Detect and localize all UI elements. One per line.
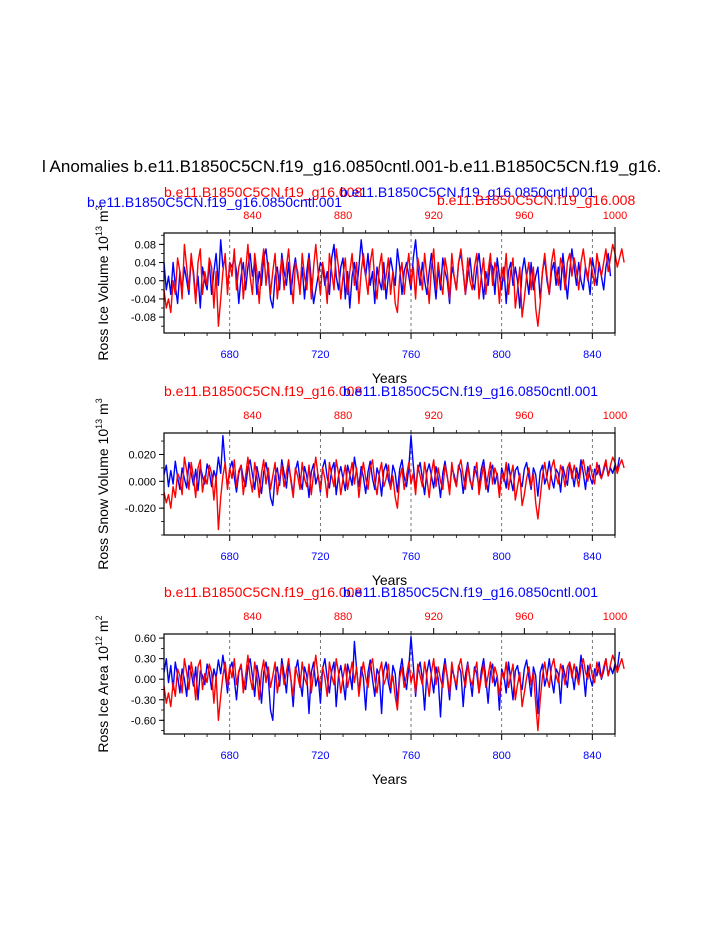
chart-panel-1: 0.08 0.04 0.00 -0.04 -0.08 680 720 760 800 840 840… [87,184,635,386]
x-bottom-tick-label: 840 [583,551,601,563]
y-label-unit-exponent: 3 [94,398,104,403]
header-red-label: b.e11.B1850C5CN.f19_g16.008 [164,383,362,399]
x-bottom-tick-label: 760 [402,551,420,563]
header-blue-label: b.e11.B1850C5CN.f19_g16.0850cntl.001 [343,383,598,399]
y-label-text: Ross Ice Volume 10 [95,236,111,361]
y-label-text: Ross Snow Volume 10 [95,429,111,570]
y-axis-label: Ross Ice Area 1012 m2 [94,615,111,752]
x-top-tick-label: 1000 [603,611,627,623]
y-label-unit-exponent: 3 [94,205,104,210]
x-bottom-tick-label: 680 [221,551,239,563]
x-top-tick-label: 960 [515,210,533,222]
y-label-unit: m [95,620,111,636]
y-label-exponent: 12 [94,636,104,646]
x-top-tick-label: 1000 [603,210,627,222]
header-red-label-b: b.e11.B1850C5CN.f19_g16.008 [437,192,635,208]
x-bottom-tick-label: 720 [311,551,329,563]
y-label-unit-exponent: 2 [94,615,104,620]
series-line-red [163,456,625,531]
series-line-blue [163,239,612,309]
y-tick-label: -0.04 [131,294,156,306]
header-red-label: b.e11.B1850C5CN.f19_g16.008 [164,184,362,200]
header-blue-label-b: b.e11.B1850C5CN.f19_g16.0850cntl.001 [87,194,342,210]
y-tick-label: -0.30 [131,695,156,707]
x-top-tick-label: 1000 [603,410,627,422]
series-line-red [163,243,625,327]
header-blue-label: b.e11.B1850C5CN.f19_g16.0850cntl.001 [343,584,598,600]
x-top-tick-label: 920 [425,410,443,422]
x-axis-label: Years [372,370,407,386]
x-axis-label: Years [372,572,407,588]
x-bottom-tick-label: 760 [402,349,420,361]
y-axis-label: Ross Ice Volume 1013 m3 [94,205,111,360]
x-top-tick-label: 960 [515,410,533,422]
header-blue-label: b.e11.B1850C5CN.f19_g16.0850cntl.001 [340,184,595,200]
y-label-unit: m [95,403,111,419]
panels: 0.08 0.04 0.00 -0.04 -0.08 680 720 760 800 840 840… [87,184,635,787]
main-title: l Anomalies b.e11.B1850C5CN.f19_g16.0850… [42,157,661,176]
x-bottom-tick-label: 800 [493,349,511,361]
x-top-tick-label: 920 [425,611,443,623]
y-tick-label: -0.020 [125,503,156,515]
x-top-tick-label: 880 [334,410,352,422]
y-tick-label: -0.08 [131,312,156,324]
x-top-tick-label: 880 [334,611,352,623]
x-top-tick-label: 960 [515,611,533,623]
y-tick-label: 0.00 [135,674,156,686]
y-tick-label: 0.30 [135,654,156,666]
x-axis-label: Years [372,771,407,787]
x-bottom-tick-label: 680 [221,349,239,361]
y-label-exponent: 13 [94,419,104,429]
x-bottom-tick-label: 840 [583,349,601,361]
y-label-exponent: 13 [94,226,104,236]
y-tick-label: 0.000 [128,476,156,488]
x-bottom-tick-label: 800 [493,551,511,563]
y-tick-label: 0.00 [135,276,156,288]
x-bottom-tick-label: 760 [402,750,420,762]
y-label-unit: m [95,210,111,226]
x-bottom-tick-label: 800 [493,750,511,762]
header-red-label: b.e11.B1850C5CN.f19_g16.008 [164,584,362,600]
y-tick-label: -0.60 [131,715,156,727]
y-label-text: Ross Ice Area 10 [95,646,111,753]
x-top-tick-label: 840 [243,210,261,222]
y-tick-label: 0.04 [135,258,156,270]
chart-panel-2: 0.020 0.000 -0.020 680 720 760 800 840 840 880 920… [94,383,627,588]
x-bottom-tick-label: 720 [311,349,329,361]
plot-frame [163,432,616,536]
x-top-tick-label: 880 [334,210,352,222]
series-line-red [163,654,625,732]
x-bottom-tick-label: 840 [583,750,601,762]
plot-frame [163,232,616,334]
y-tick-label: 0.020 [128,449,156,461]
y-axis-label: Ross Snow Volume 1013 m3 [94,398,111,569]
x-bottom-tick-label: 680 [221,750,239,762]
x-top-tick-label: 840 [243,410,261,422]
y-tick-label: 0.60 [135,633,156,645]
x-top-tick-label: 920 [425,210,443,222]
x-bottom-tick-label: 720 [311,750,329,762]
chart-panel-3: 0.60 0.30 0.00 -0.30 -0.60 680 720 760 800 840 840… [94,584,627,787]
x-top-tick-label: 840 [243,611,261,623]
plot-frame [163,633,616,735]
y-tick-label: 0.08 [135,239,156,251]
